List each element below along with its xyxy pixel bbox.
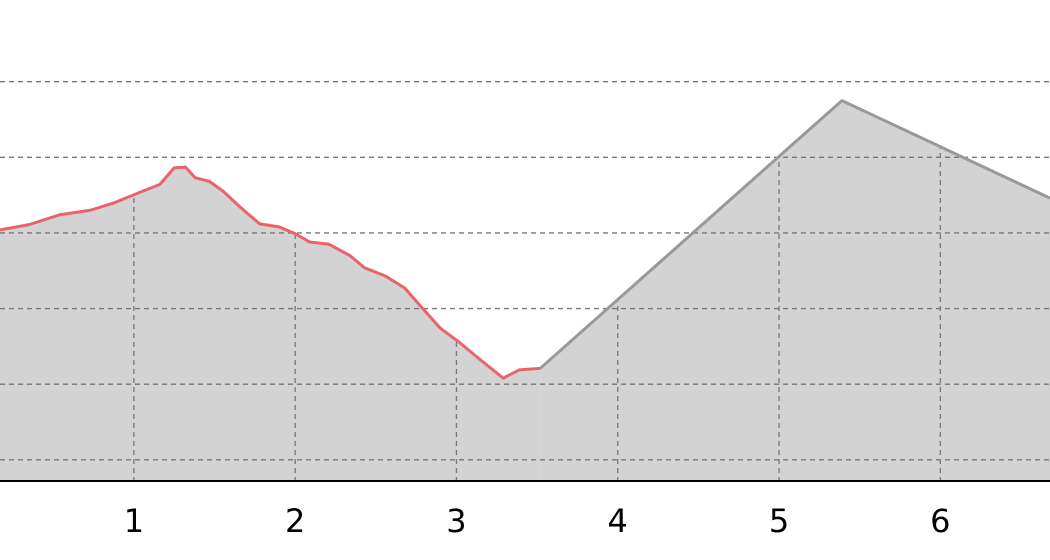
x-tick-label: 2 [285,502,305,540]
elevation-line [539,99,1050,370]
elevation-line [0,165,541,380]
x-tick-label: 3 [446,502,466,540]
area-fill [0,167,541,481]
x-tick-label: 5 [769,502,789,540]
x-tick-label: 6 [930,502,950,540]
area-fill [540,100,1050,481]
x-tick-label: 1 [124,502,144,540]
x-tick-label: 4 [608,502,628,540]
